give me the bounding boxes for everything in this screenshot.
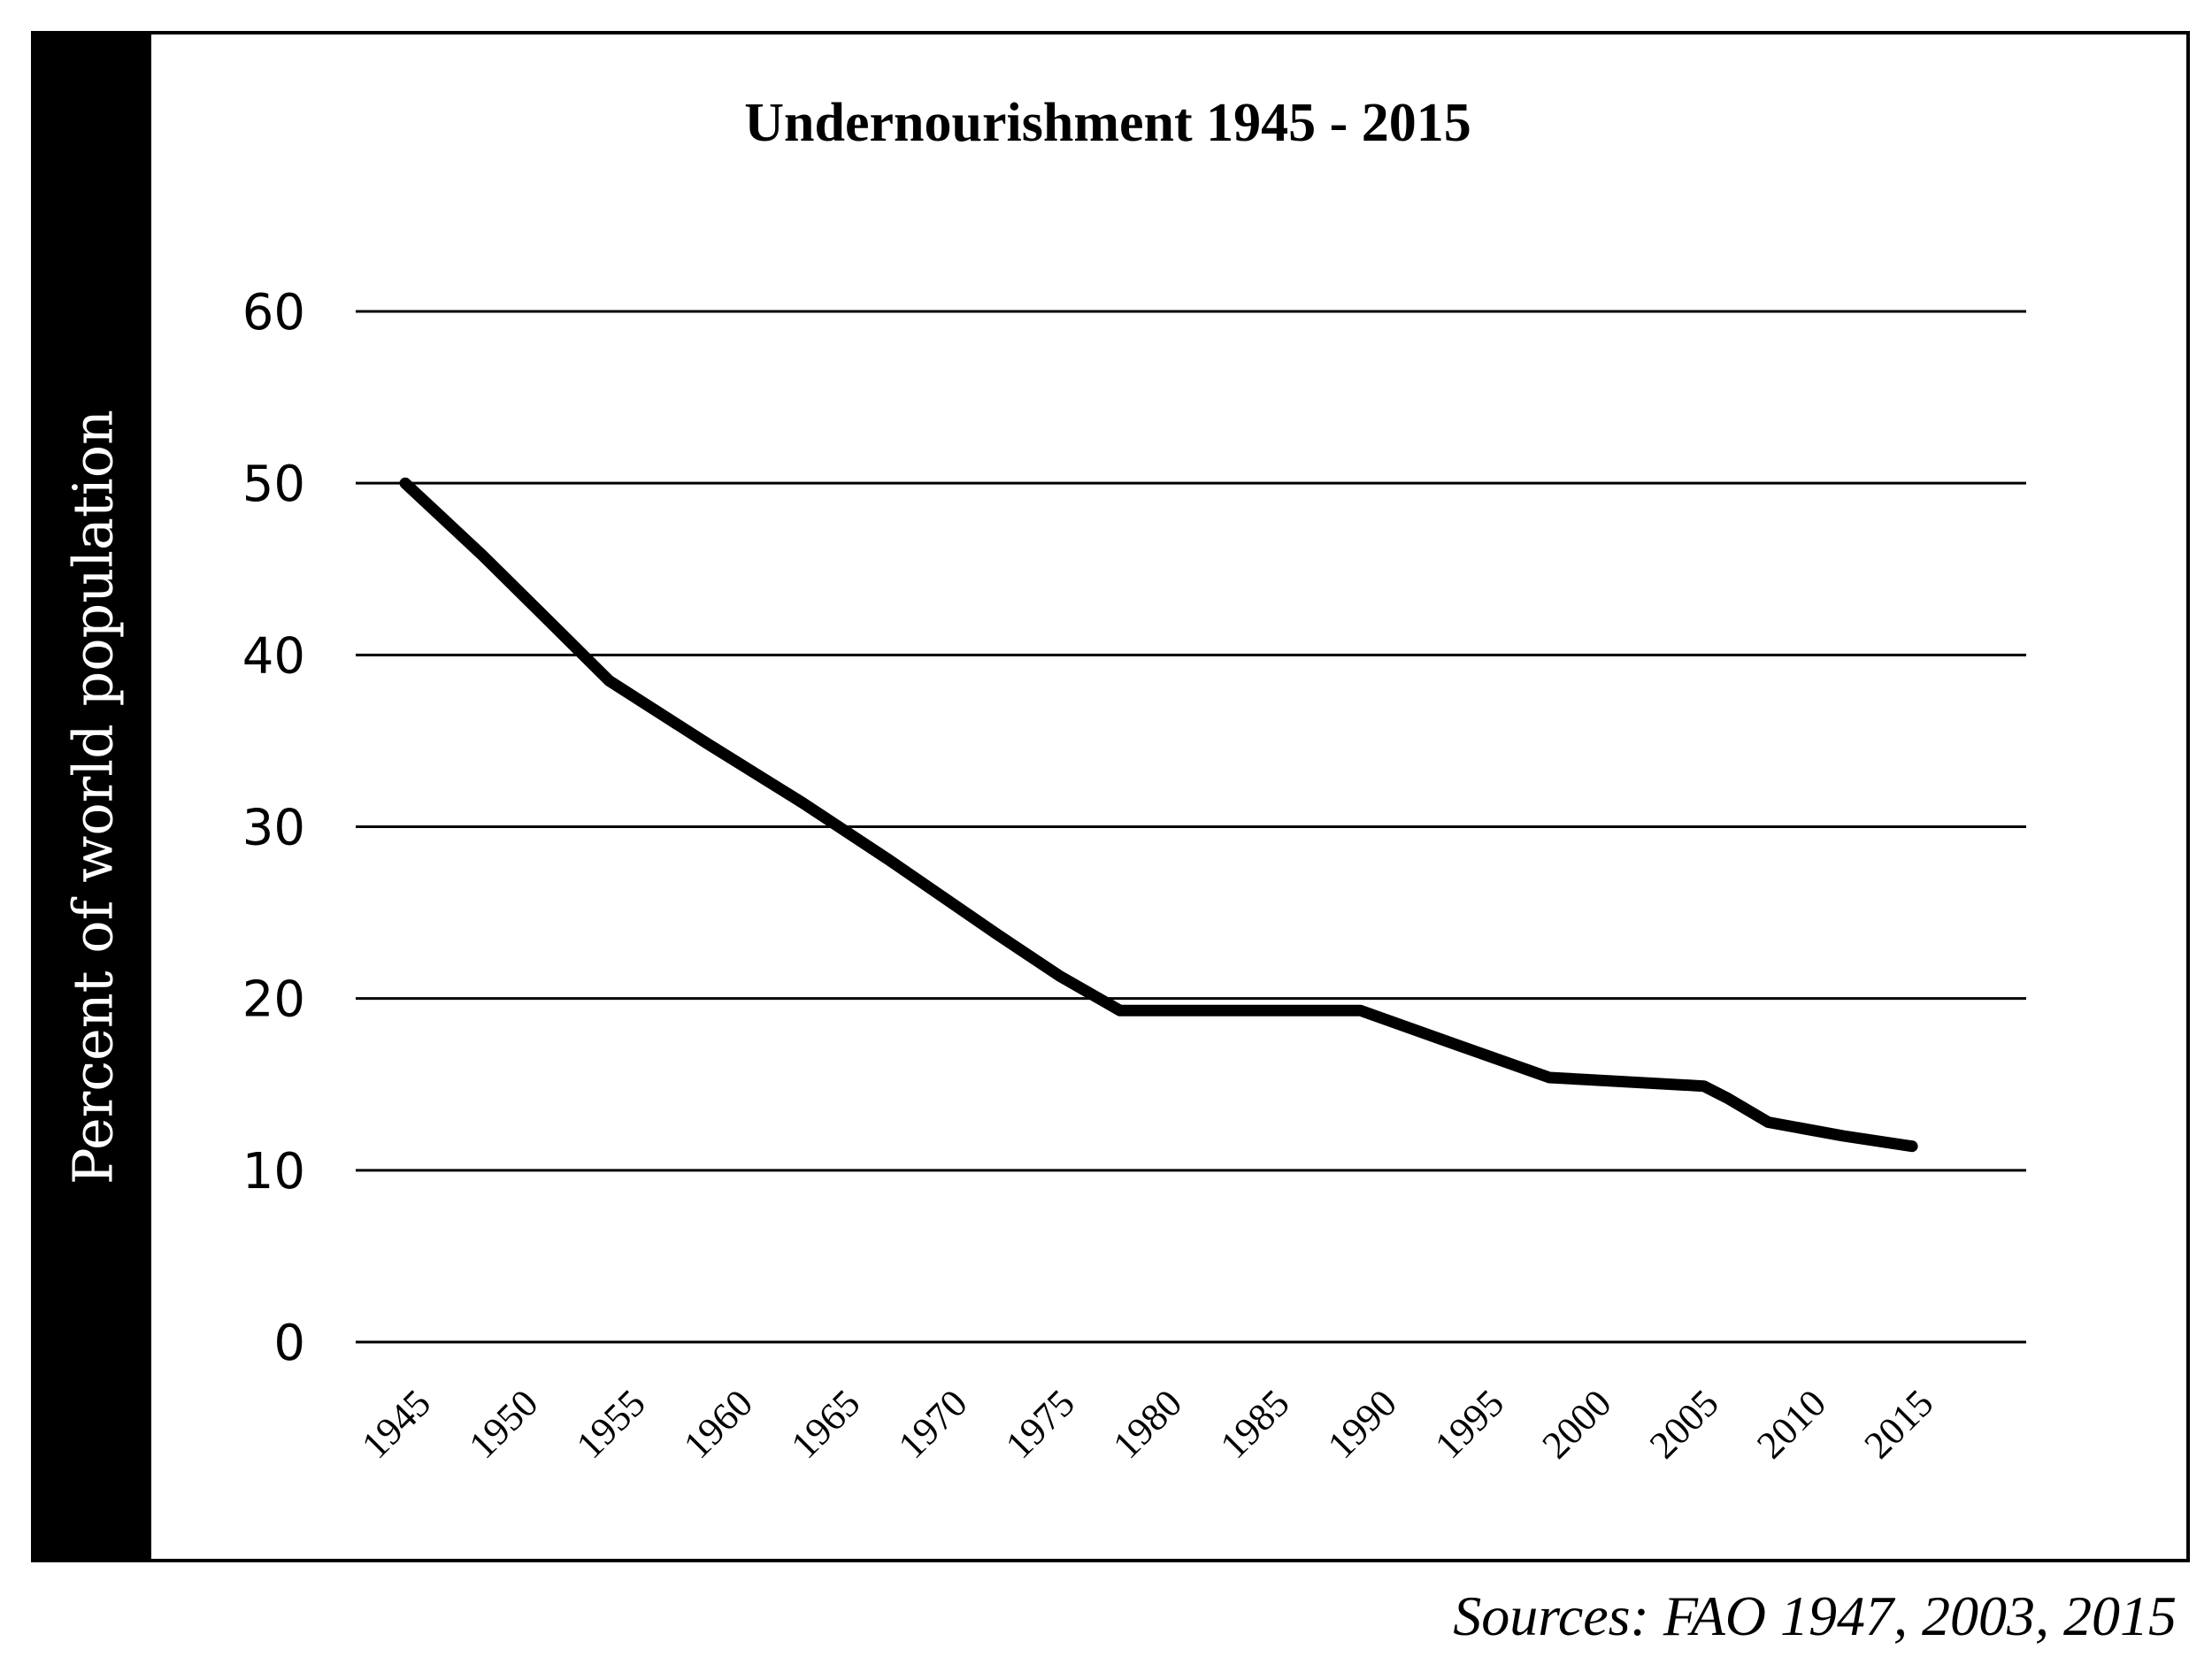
source-note: Sources: FAO 1947, 2003, 2015 <box>1453 1584 2177 1647</box>
chart-frame: Percent of world population <box>31 31 2190 1562</box>
x-tick-label: 1965 <box>783 1381 869 1467</box>
x-tick-label: 1960 <box>675 1381 761 1467</box>
x-tick-label: 1990 <box>1319 1381 1405 1467</box>
x-tick-label: 1955 <box>568 1381 654 1467</box>
y-tick-label: 0 <box>273 1315 305 1372</box>
x-tick-labels: 1945 1950 1955 1960 1965 1970 1975 1980 1985 1990… <box>353 1381 1941 1467</box>
gridlines <box>356 310 2026 1344</box>
y-tick-label: 20 <box>242 971 305 1029</box>
x-tick-label: 1980 <box>1104 1381 1190 1467</box>
y-axis-label-band: Percent of world population <box>35 35 151 1559</box>
chart-title: Undernourishment 1945 - 2015 <box>744 93 1471 153</box>
x-tick-label: 2010 <box>1748 1381 1834 1467</box>
x-tick-label: 1970 <box>890 1381 976 1467</box>
x-tick-label: 1985 <box>1212 1381 1298 1467</box>
y-tick-label: 40 <box>242 627 305 685</box>
x-tick-label: 2000 <box>1534 1381 1620 1467</box>
y-tick-labels: 0 10 20 30 40 50 60 <box>242 284 305 1372</box>
x-tick-label: 1995 <box>1426 1381 1512 1467</box>
series-group <box>399 477 1918 1153</box>
y-tick-label: 30 <box>242 800 305 857</box>
x-tick-label: 1945 <box>353 1381 439 1467</box>
y-tick-label: 60 <box>242 284 305 341</box>
series-line <box>399 477 1918 1153</box>
x-tick-label: 2005 <box>1641 1381 1727 1467</box>
y-tick-label: 10 <box>242 1143 305 1201</box>
x-tick-label: 1975 <box>997 1381 1083 1467</box>
x-tick-label: 2015 <box>1856 1381 1942 1467</box>
y-tick-label: 50 <box>242 456 305 513</box>
x-tick-label: 1950 <box>461 1381 547 1467</box>
